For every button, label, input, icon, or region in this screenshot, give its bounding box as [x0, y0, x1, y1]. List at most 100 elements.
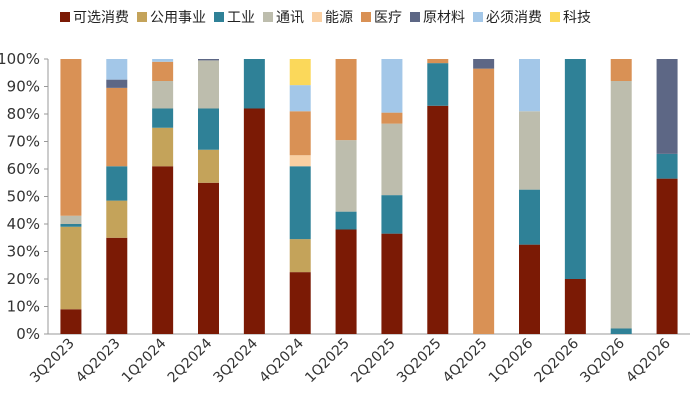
bar-segment: [106, 59, 128, 80]
legend-swatch: [473, 12, 483, 22]
x-tick-label: 1Q2025: [302, 336, 353, 387]
bar-segment: [427, 105, 449, 334]
bar-segment: [564, 279, 586, 334]
bar-segment: [381, 233, 403, 334]
x-tick-label: 4Q2024: [256, 335, 307, 386]
legend-item: 能源: [312, 7, 353, 27]
bar-segment: [152, 127, 174, 167]
bar-segment: [427, 59, 449, 64]
bar-segment: [610, 59, 632, 81]
bar-segment: [106, 87, 128, 167]
x-tick-label: 3Q2023: [27, 336, 78, 387]
bar-segment: [289, 59, 311, 86]
x-tick-label: 1Q2024: [119, 335, 170, 386]
bar-segment: [656, 178, 678, 334]
bar-segment: [60, 59, 82, 216]
legend-label: 通讯: [276, 10, 304, 26]
chart-legend: 可选消费 公用事业 工业 通讯 能源 医疗 原材料 必须消费 科技: [60, 6, 591, 28]
bar-segment: [564, 59, 586, 279]
x-tick-label: 4Q2025: [440, 336, 491, 387]
bar-segment: [381, 195, 403, 234]
y-tick-label: 0%: [16, 325, 40, 343]
legend-item: 可选消费: [60, 7, 129, 27]
bar-segment: [243, 59, 265, 109]
legend-item: 科技: [550, 7, 591, 27]
bar-segment: [289, 239, 311, 273]
bar-segment: [381, 59, 403, 113]
legend-swatch: [312, 12, 322, 22]
x-tick-label: 2Q2025: [348, 336, 399, 387]
bar-segment: [106, 166, 128, 201]
bar-segment: [610, 81, 632, 329]
bar-segment: [656, 59, 678, 154]
legend-item: 医疗: [361, 7, 402, 27]
bar-segment: [152, 166, 174, 334]
bar-segment: [198, 149, 219, 183]
legend-swatch: [550, 12, 560, 22]
legend-item: 通讯: [263, 7, 304, 27]
bar-segment: [335, 59, 357, 141]
bar-segment: [106, 237, 128, 334]
bar-segment: [289, 111, 311, 156]
legend-swatch: [263, 12, 273, 22]
legend-swatch: [361, 12, 371, 22]
bar-segment: [152, 59, 174, 62]
legend-item: 工业: [214, 7, 255, 27]
legend-swatch: [410, 12, 420, 22]
bar-segment: [198, 60, 219, 109]
x-tick-label: 2Q2026: [532, 335, 583, 386]
y-tick-label: 70%: [7, 133, 40, 151]
legend-label: 原材料: [423, 10, 465, 26]
legend-item: 必须消费: [473, 7, 542, 27]
legend-swatch: [60, 12, 70, 22]
legend-item: 原材料: [410, 7, 465, 27]
bar-segment: [519, 189, 540, 245]
bar-segment: [289, 85, 311, 112]
legend-item: 公用事业: [137, 7, 206, 27]
y-tick-label: 50%: [7, 188, 40, 206]
legend-label: 科技: [563, 10, 591, 26]
y-tick-label: 30%: [7, 243, 40, 261]
y-tick-label: 60%: [7, 160, 40, 178]
bar-segment: [519, 111, 540, 190]
bar-segment: [473, 59, 495, 69]
x-tick-label: 3Q2025: [394, 336, 445, 387]
bar-segment: [106, 79, 128, 88]
bar-segment: [198, 59, 219, 61]
bar-segment: [381, 123, 403, 196]
x-tick-label: 3Q2024: [211, 335, 262, 386]
x-tick-label: 1Q2026: [486, 335, 537, 386]
bar-segment: [198, 108, 219, 150]
y-tick-label: 20%: [7, 270, 40, 288]
bar-segment: [610, 328, 632, 334]
bar-segment: [427, 63, 449, 106]
bar-segment: [60, 309, 82, 334]
legend-swatch: [137, 12, 147, 22]
bar-segment: [335, 211, 357, 230]
y-tick-label: 80%: [7, 105, 40, 123]
bar-segment: [656, 153, 678, 179]
bar-segment: [473, 68, 495, 334]
bar-segment: [289, 155, 311, 167]
x-tick-label: 4Q2023: [73, 336, 124, 387]
x-tick-label: 2Q2024: [165, 335, 216, 386]
bar-segment: [152, 81, 174, 109]
y-tick-label: 100%: [0, 50, 40, 68]
legend-label: 可选消费: [73, 10, 129, 26]
legend-label: 公用事业: [150, 10, 206, 26]
legend-label: 能源: [325, 10, 353, 26]
bar-segment: [152, 108, 174, 128]
bar-segment: [381, 112, 403, 124]
bar-segment: [60, 224, 82, 227]
y-tick-label: 90%: [7, 78, 40, 96]
bar-segment: [198, 182, 219, 334]
bar-segment: [289, 272, 311, 334]
bar-segment: [106, 200, 128, 238]
bar-segment: [335, 229, 357, 334]
bar-segment: [519, 244, 540, 334]
legend-label: 工业: [227, 10, 255, 26]
bar-segment: [60, 226, 82, 310]
bar-segment: [60, 215, 82, 224]
x-tick-label: 4Q2026: [623, 335, 674, 386]
